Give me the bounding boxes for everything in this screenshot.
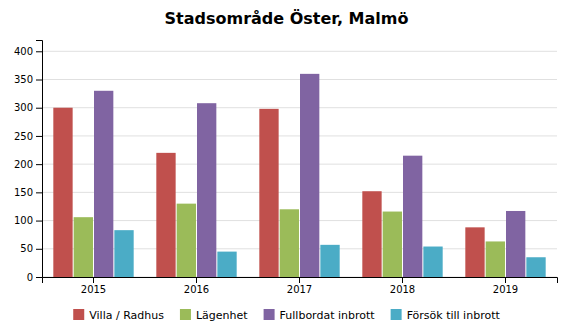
y-tick-label: 300 xyxy=(14,102,33,113)
bar xyxy=(320,245,339,277)
x-tick: 2016 xyxy=(184,277,209,295)
y-tick-label: 400 xyxy=(14,46,33,57)
x-tick-mark xyxy=(402,277,403,283)
y-tick: 150 xyxy=(14,187,42,198)
bar-series xyxy=(53,108,484,277)
bar-series xyxy=(74,204,505,277)
bars xyxy=(53,74,545,277)
bar xyxy=(53,108,72,277)
grid-line xyxy=(42,164,557,165)
y-tick-mark xyxy=(36,136,42,137)
grid-line xyxy=(42,220,557,221)
y-tick: 0 xyxy=(27,272,42,283)
bar xyxy=(280,209,299,277)
bar xyxy=(506,211,525,277)
legend-swatch xyxy=(264,309,275,320)
title: Stadsområde Öster, Malmö xyxy=(165,9,409,28)
y-tick-label: 100 xyxy=(14,215,33,226)
legend-item: Villa / Radhus xyxy=(73,309,164,322)
y-axis: 0 50 100 150 200 250 300 350 400 xyxy=(14,41,43,283)
y-tick-mark xyxy=(36,192,42,193)
x-axis-line xyxy=(43,278,558,284)
legend-swatch xyxy=(180,309,191,320)
y-tick-mark xyxy=(36,108,42,109)
y-tick-label: 150 xyxy=(14,187,33,198)
grid-line xyxy=(42,192,557,193)
x-tick: 2018 xyxy=(390,277,415,295)
x-axis: 2015 2016 2017 2018 2019 xyxy=(43,277,558,295)
y-axis-line xyxy=(36,41,43,278)
y-tick-mark xyxy=(36,277,42,278)
y-tick: 250 xyxy=(14,131,42,142)
y-tick: 400 xyxy=(14,46,42,57)
legend-item: Lägenhet xyxy=(180,309,248,322)
bar xyxy=(465,227,484,277)
bar xyxy=(217,252,236,277)
x-tick: 2015 xyxy=(81,277,106,295)
legend-label: Lägenhet xyxy=(196,309,248,322)
grid xyxy=(42,51,557,277)
legend-swatch xyxy=(391,309,402,320)
y-tick-mark xyxy=(36,221,42,222)
bar-series xyxy=(114,230,545,277)
y-tick-label: 250 xyxy=(14,131,33,142)
bar xyxy=(362,191,381,277)
x-tick: 2017 xyxy=(287,277,312,295)
bar xyxy=(486,241,505,277)
x-tick-label: 2016 xyxy=(184,284,209,295)
x-tick-label: 2019 xyxy=(493,284,518,295)
bar xyxy=(197,103,216,277)
x-tick-mark xyxy=(93,277,94,283)
y-tick: 350 xyxy=(14,74,42,85)
x-tick-mark xyxy=(299,277,300,283)
plot: 0 50 100 150 200 250 300 350 400 2015 2016 2017 2018… xyxy=(14,41,558,296)
grid-line xyxy=(42,79,557,80)
y-tick-mark xyxy=(36,51,42,52)
x-tick-mark xyxy=(196,277,197,283)
y-tick-label: 350 xyxy=(14,74,33,85)
y-tick: 200 xyxy=(14,159,42,170)
y-tick-mark xyxy=(36,249,42,250)
legend-label: Fullbordat inbrott xyxy=(280,309,376,322)
bar xyxy=(114,230,133,277)
legend-label: Försök till inbrott xyxy=(407,309,501,322)
legend-item: Försök till inbrott xyxy=(391,309,501,322)
x-tick: 2019 xyxy=(493,277,518,295)
bar-series xyxy=(94,74,525,277)
bar xyxy=(259,109,278,277)
legend-item: Fullbordat inbrott xyxy=(264,309,376,322)
bar xyxy=(423,247,442,277)
y-tick-label: 0 xyxy=(27,272,33,283)
x-tick-label: 2017 xyxy=(287,284,312,295)
y-tick: 300 xyxy=(14,102,42,113)
y-tick: 100 xyxy=(14,215,42,226)
legend-label: Villa / Radhus xyxy=(89,309,164,322)
bar xyxy=(383,212,402,277)
chart: Stadsområde Öster, Malmö 0 50 100 150 200 250 3… xyxy=(0,0,573,335)
y-tick-label: 50 xyxy=(20,243,33,254)
grid-line xyxy=(42,107,557,108)
bar xyxy=(300,74,319,277)
bar xyxy=(526,257,545,277)
grid-line xyxy=(42,51,557,52)
y-tick-mark xyxy=(36,164,42,165)
legend: Villa / Radhus Lägenhet Fullbordat inbrott… xyxy=(73,309,500,322)
y-tick-label: 200 xyxy=(14,159,33,170)
grid-line xyxy=(42,135,557,136)
bar xyxy=(403,156,422,277)
x-tick-label: 2015 xyxy=(81,284,106,295)
x-tick-label: 2018 xyxy=(390,284,415,295)
bar xyxy=(156,153,175,277)
bar xyxy=(94,91,113,277)
bar xyxy=(74,217,93,277)
y-tick-mark xyxy=(36,80,42,81)
y-tick: 50 xyxy=(20,243,42,254)
x-tick-mark xyxy=(505,277,506,283)
bar xyxy=(177,204,196,277)
legend-swatch xyxy=(73,309,84,320)
